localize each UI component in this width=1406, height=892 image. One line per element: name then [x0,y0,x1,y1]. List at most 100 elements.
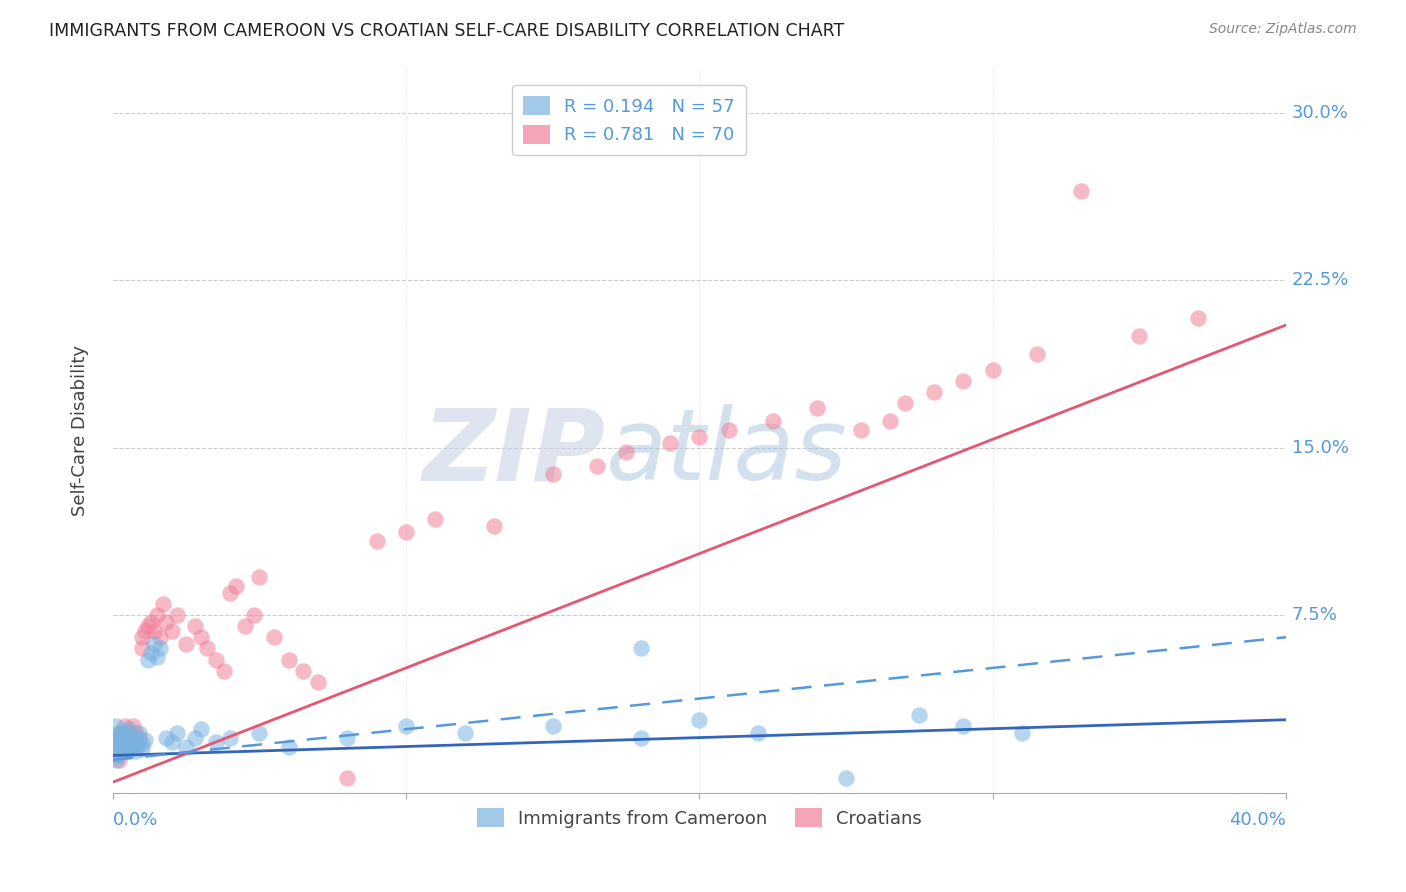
Point [204,652,226,666]
Point [149,641,172,656]
Point [120,741,142,756]
Point [981,362,1004,376]
Point [107,741,129,756]
Point [952,374,974,388]
Point [122,739,145,754]
Point [195,641,218,656]
Point [395,525,418,540]
Point [152,597,174,611]
Point [835,771,858,785]
Point [146,607,169,622]
Point [174,739,197,754]
Point [425,512,447,526]
Point [541,719,564,733]
Point [614,445,637,459]
Point [249,570,271,584]
Point [541,467,564,482]
Point [104,741,127,756]
Point [146,650,169,665]
Point [104,748,127,763]
Point [136,652,159,666]
Point [139,646,162,660]
Point [249,726,271,740]
Point [111,744,134,758]
Point [747,726,769,740]
Point [160,624,183,638]
Point [160,735,183,749]
Point [142,637,165,651]
Legend: Immigrants from Cameroon, Croatians: Immigrants from Cameroon, Croatians [470,801,929,835]
Point [142,624,165,638]
Point [139,615,162,629]
Point [107,741,129,756]
Point [263,630,285,644]
Point [762,414,785,428]
Point [242,607,264,622]
Point [125,726,148,740]
Text: atlas: atlas [606,404,848,501]
Point [136,619,159,633]
Point [214,664,236,678]
Point [219,585,242,599]
Point [155,731,177,745]
Point [134,732,156,747]
Point [111,739,134,754]
Point [277,739,299,754]
Text: 40.0%: 40.0% [1229,812,1286,830]
Point [688,429,710,443]
Text: Source: ZipAtlas.com: Source: ZipAtlas.com [1209,22,1357,37]
Point [117,744,139,758]
Point [111,744,134,758]
Point [395,719,418,733]
Point [128,735,150,749]
Point [1070,184,1092,198]
Point [107,731,129,745]
Point [184,731,207,745]
Point [204,735,226,749]
Point [114,732,136,747]
Point [104,719,127,733]
Point [277,652,299,666]
Point [134,624,156,638]
Point [952,719,974,733]
Point [122,732,145,747]
Point [225,579,247,593]
Point [1011,726,1033,740]
Point [114,726,136,740]
Point [688,713,710,727]
Point [120,737,142,751]
Point [111,726,134,740]
Point [107,735,129,749]
Point [190,722,212,736]
Point [482,518,505,533]
Point [117,735,139,749]
Point [117,741,139,756]
Point [104,731,127,745]
Point [336,771,359,785]
Point [107,726,129,740]
Point [131,737,153,751]
Point [630,731,652,745]
Point [585,458,607,473]
Point [893,396,915,410]
Point [125,739,148,754]
Y-axis label: Self-Care Disability: Self-Care Disability [72,345,89,516]
Point [307,674,329,689]
Point [1187,311,1209,326]
Point [114,719,136,733]
Point [190,630,212,644]
Point [117,726,139,740]
Point [125,744,148,758]
Point [454,726,477,740]
Point [107,748,129,763]
Point [114,732,136,747]
Point [155,615,177,629]
Point [806,401,828,415]
Point [131,741,153,756]
Point [1128,329,1150,343]
Point [292,664,315,678]
Point [166,607,188,622]
Point [117,735,139,749]
Point [128,731,150,745]
Text: ZIP: ZIP [423,404,606,501]
